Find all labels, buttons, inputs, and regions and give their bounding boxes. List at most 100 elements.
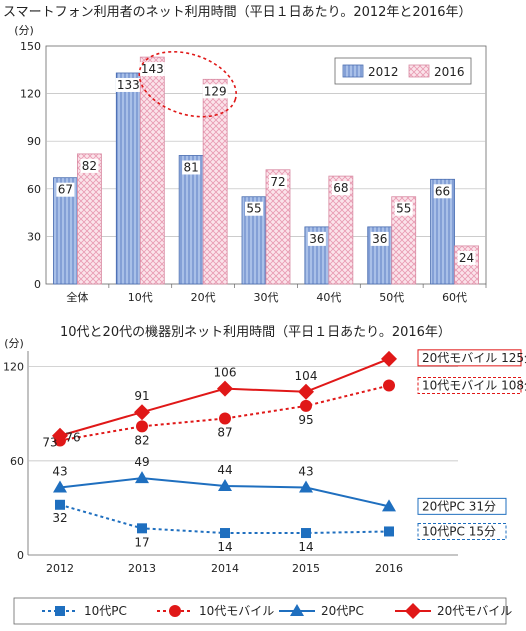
point-20代PC-2014: [218, 478, 232, 491]
bar-x-tick-label: 30代: [254, 291, 279, 304]
bar-y-tick-label: 90: [27, 135, 41, 148]
bar-data-label: 36: [309, 232, 324, 246]
line-data-label: 44: [217, 463, 232, 477]
line-chart-title: 10代と20代の機器別ネット利用時間（平日１日あたり。2016年）: [60, 325, 451, 340]
bar-x-tick-label: 全体: [66, 290, 88, 304]
point-10代PC-2012: [55, 499, 65, 510]
line-data-label: 43: [52, 465, 67, 479]
legend-marker-20代モバイル: [405, 603, 421, 619]
bar-data-label-bg: [269, 174, 287, 189]
end-label-box: [417, 349, 522, 367]
line-y-axis-label: (分): [4, 337, 24, 350]
bar-2016-20代: [202, 78, 228, 285]
bar-2016-10代: [139, 56, 165, 285]
end-label-box: [417, 497, 507, 515]
line-x-tick-label: 2014: [211, 562, 239, 575]
bar-data-label: 82: [82, 159, 97, 173]
point-10代PC-2014: [220, 528, 230, 539]
bar-y-tick-label: 60: [27, 183, 41, 196]
bar-data-label: 66: [435, 184, 450, 198]
bar-data-label: 143: [141, 62, 164, 76]
bar-y-tick-label: 30: [27, 230, 41, 243]
legend-marker-10代モバイル: [169, 605, 181, 617]
end-label-box: [417, 522, 507, 540]
point-20代PC-2015: [299, 480, 313, 493]
line-data-label: 73: [42, 435, 57, 449]
line-data-label: 43: [298, 465, 313, 479]
bar-data-label-bg: [245, 201, 263, 216]
bar-data-label: 133: [117, 78, 140, 92]
legend-marker-10代PC: [55, 606, 65, 616]
bar-2016-全体: [77, 153, 102, 285]
legend-marker-20代PC: [290, 604, 304, 616]
legend-label-10代モバイル: 10代モバイル: [199, 604, 274, 618]
bar-chart-title: スマートフォン利用者のネット利用時間（平日１日あたり。2012年と2016年）: [3, 5, 472, 20]
point-10代PC-2013: [137, 523, 147, 534]
line-x-tick-label: 2012: [46, 562, 74, 575]
point-10代モバイル-2016: [383, 379, 395, 392]
line-data-label: 17: [134, 535, 149, 549]
point-20代PC-2013: [135, 471, 149, 484]
bar-y-tick-label: 150: [20, 40, 41, 53]
legend-swatch-2016: [408, 64, 430, 78]
bar-data-label-bg: [139, 62, 165, 77]
line-y-tick-label: 120: [3, 361, 24, 374]
line-data-label: 82: [134, 433, 149, 447]
line-data-label: 104: [295, 369, 318, 383]
point-20代モバイル-2014: [217, 380, 233, 397]
line-data-label: 106: [214, 366, 237, 380]
point-10代モバイル-2014: [219, 412, 231, 425]
legend-label-20代モバイル: 20代モバイル: [437, 604, 512, 618]
bar-data-label-bg: [457, 250, 476, 265]
legend-label-2016: 2016: [434, 65, 465, 79]
highlight-ellipse: [138, 50, 237, 118]
line-x-tick-label: 2015: [292, 562, 320, 575]
line-x-tick-label: 2013: [128, 562, 156, 575]
legend-label-2012: 2012: [368, 65, 399, 79]
bar-2012-10代: [115, 72, 141, 285]
point-10代モバイル-2013: [136, 420, 148, 433]
end-label: 20代モバイル 125分: [422, 351, 526, 365]
line-data-label: 87: [217, 425, 232, 439]
bar-data-label: 24: [459, 251, 474, 265]
bar-data-label-bg: [433, 184, 452, 199]
point-20代モバイル-2012: [52, 427, 68, 444]
line-x-tick-label: 2016: [375, 562, 403, 575]
bar-data-label: 67: [58, 183, 73, 197]
bar-data-label-bg: [202, 84, 228, 99]
bar-data-label-bg: [56, 182, 75, 197]
bar-data-label: 55: [396, 202, 411, 216]
point-20代モバイル-2015: [298, 383, 314, 400]
line-data-label: 95: [298, 413, 313, 427]
bar-x-tick-label: 60代: [442, 291, 467, 304]
point-20代PC-2016: [382, 499, 396, 512]
line-y-tick-label: 60: [10, 455, 24, 468]
line-data-label: 14: [298, 540, 313, 554]
point-10代PC-2016: [384, 526, 394, 537]
bar-data-label: 72: [270, 175, 285, 189]
bar-data-label: 81: [184, 160, 199, 174]
bar-data-label-bg: [331, 181, 350, 196]
bar-data-label-bg: [307, 231, 326, 246]
point-20代PC-2012: [53, 480, 67, 493]
end-label: 20代PC 31分: [422, 499, 496, 513]
point-10代PC-2015: [301, 528, 311, 539]
bar-data-label: 55: [246, 202, 261, 216]
bar-data-label-bg: [394, 201, 413, 216]
bar-data-label: 129: [204, 84, 227, 98]
bar-2016-30代: [265, 169, 291, 285]
line-series-10代モバイル: [59, 384, 390, 442]
line-data-label: 14: [217, 540, 232, 554]
legend-label-20代PC: 20代PC: [321, 604, 364, 618]
line-data-label: 49: [134, 455, 149, 469]
bar-y-tick-label: 120: [20, 88, 41, 101]
line-y-tick-label: 0: [17, 549, 24, 562]
bar-x-tick-label: 50代: [379, 291, 404, 304]
line-data-label: 91: [134, 389, 149, 403]
end-label: 10代モバイル 108分: [422, 379, 526, 393]
bar-x-tick-label: 20代: [191, 291, 216, 304]
bar-data-label-bg: [80, 158, 99, 173]
bar-data-label-bg: [115, 77, 141, 92]
point-20代モバイル-2013: [134, 404, 150, 421]
